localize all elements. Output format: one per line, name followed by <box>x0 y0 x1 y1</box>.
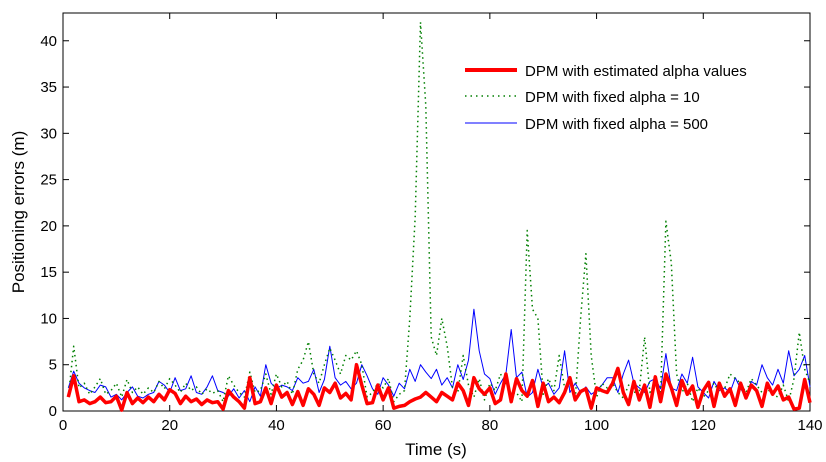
series-fixed-alpha-500 <box>67 308 811 403</box>
x-axis-label: Time (s) <box>405 440 467 459</box>
x-tick-label: 20 <box>161 417 178 434</box>
y-tick-label: 5 <box>49 357 57 374</box>
y-axis-label: Positioning errors (m) <box>9 131 28 294</box>
y-tick-label: 20 <box>40 218 57 235</box>
y-axis-ticks: 0 5 10 15 20 25 30 35 40 <box>40 33 810 420</box>
x-tick-label: 100 <box>584 417 609 434</box>
series-estimated-alpha <box>66 362 812 412</box>
series-layer <box>66 21 812 412</box>
x-tick-label: 40 <box>268 417 285 434</box>
x-tick-label: 0 <box>59 417 67 434</box>
y-tick-label: 0 <box>49 403 57 420</box>
x-tick-label: 80 <box>482 417 499 434</box>
legend: DPM with estimated alpha values DPM with… <box>465 63 747 133</box>
legend-entry-alpha-500: DPM with fixed alpha = 500 <box>465 116 708 133</box>
y-tick-label: 15 <box>40 264 57 281</box>
y-tick-label: 25 <box>40 172 57 189</box>
y-tick-label: 35 <box>40 79 57 96</box>
x-tick-label: 60 <box>375 417 392 434</box>
legend-entry-estimated: DPM with estimated alpha values <box>465 63 747 80</box>
x-axis-ticks: 0 20 40 60 80 100 120 140 <box>59 13 823 434</box>
y-tick-label: 40 <box>40 33 57 50</box>
legend-entry-alpha-10: DPM with fixed alpha = 10 <box>465 89 700 106</box>
y-tick-label: 10 <box>40 310 57 327</box>
plot-area: 0 20 40 60 80 100 120 140 0 5 10 15 20 25 30 35 40 <box>40 12 823 434</box>
x-tick-label: 120 <box>691 417 716 434</box>
legend-label-alpha-500: DPM with fixed alpha = 500 <box>525 116 708 133</box>
plot-frame <box>62 12 811 412</box>
legend-label-alpha-10: DPM with fixed alpha = 10 <box>525 89 700 106</box>
y-tick-label: 30 <box>40 125 57 142</box>
x-tick-label: 140 <box>797 417 822 434</box>
legend-label-estimated: DPM with estimated alpha values <box>525 63 747 80</box>
